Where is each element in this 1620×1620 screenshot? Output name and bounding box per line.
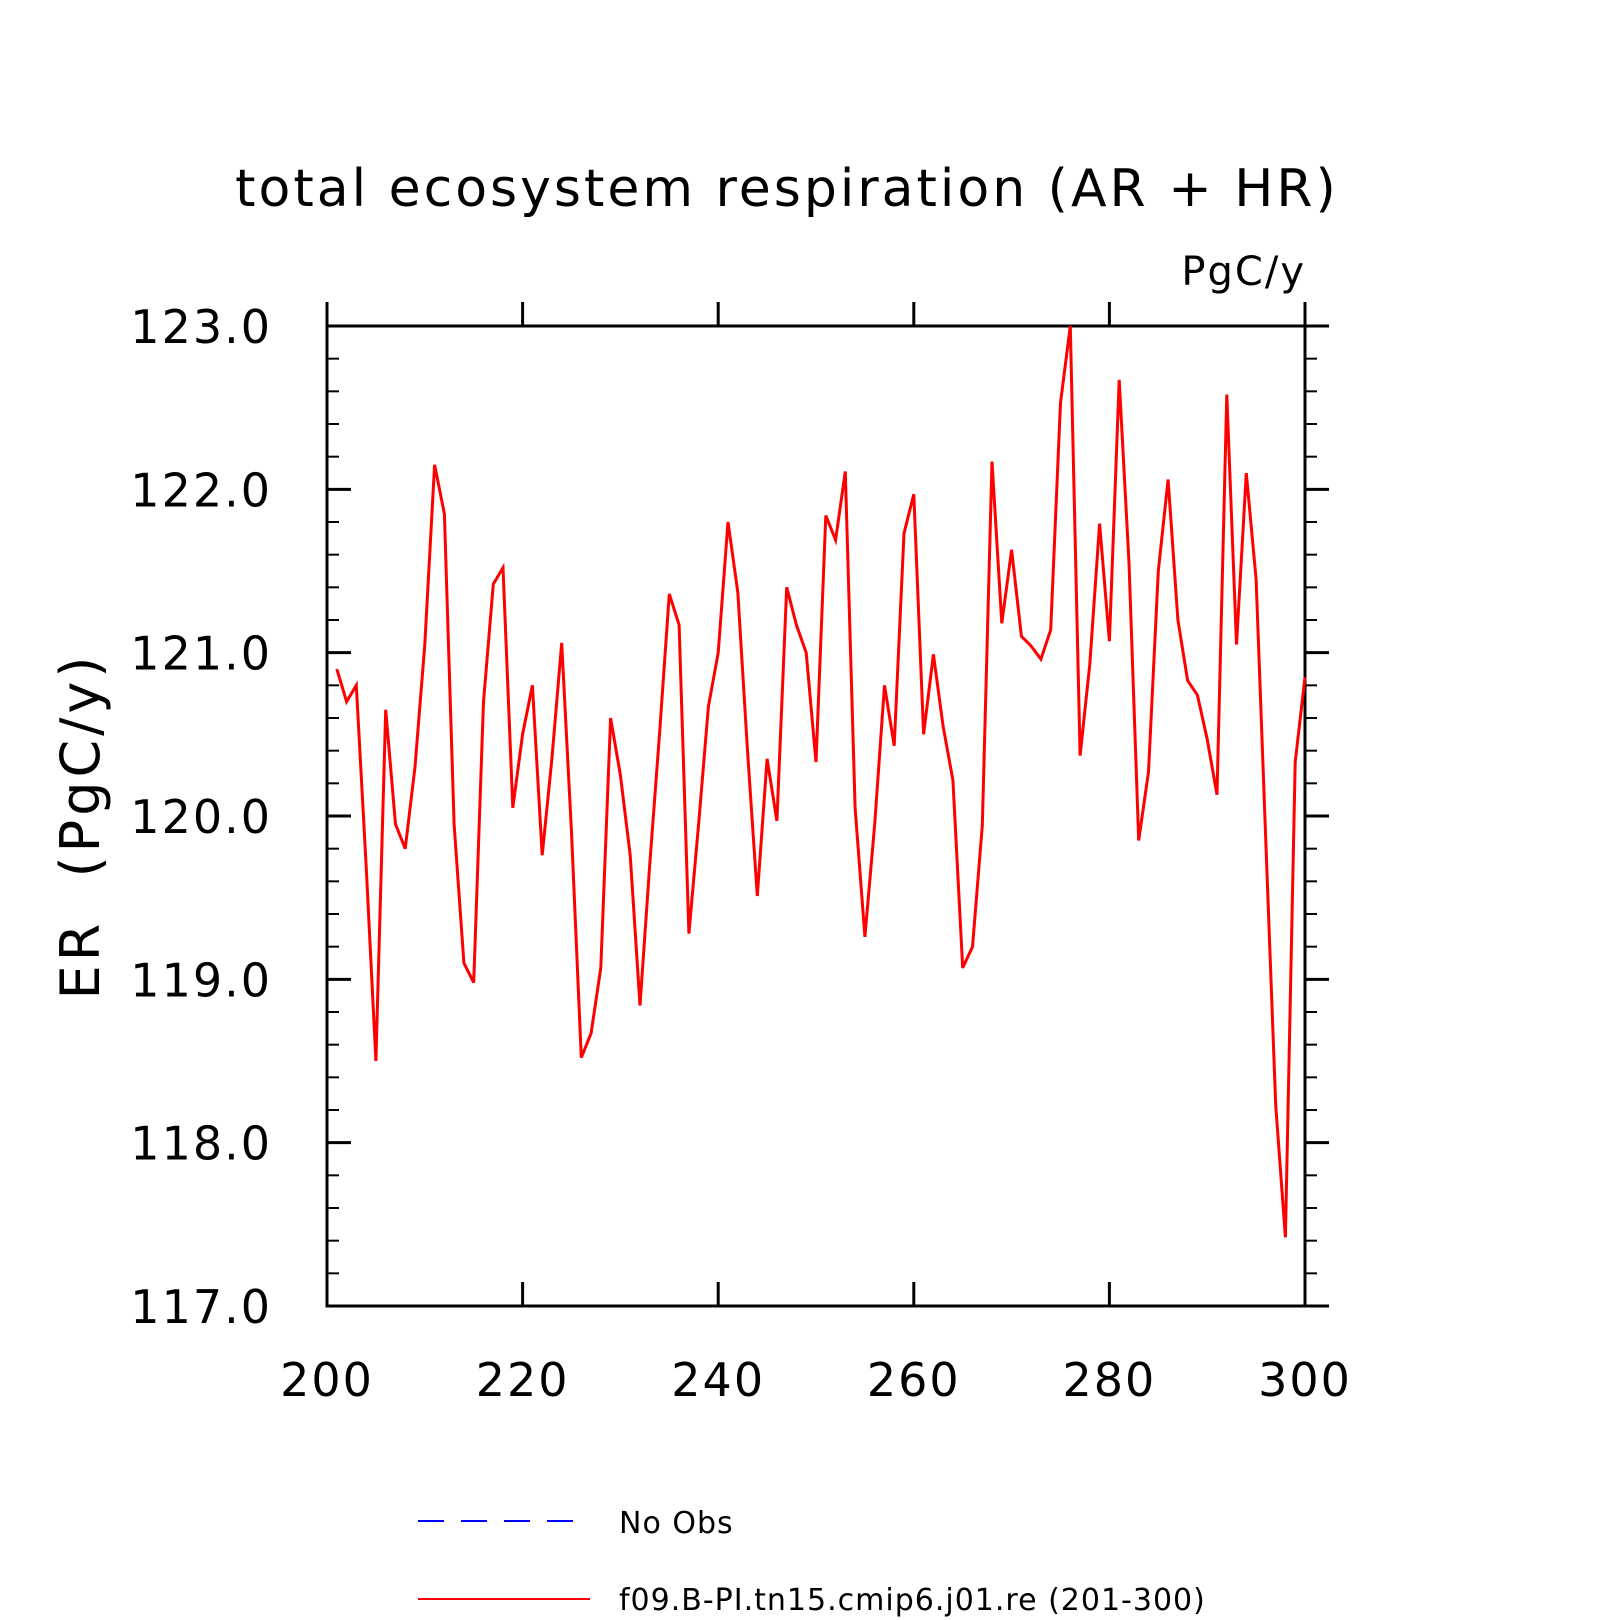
y-tick-labels: 117.0 118.0 119.0 120.0 121.0 122.0 123.0 — [130, 300, 272, 1334]
legend: No Obs f09.B-PI.tn15.cmip6.j01.re (201-3… — [418, 1506, 1206, 1618]
series-group — [335, 325, 1307, 1238]
x-tick-label: 200 — [280, 1353, 374, 1407]
series-line — [335, 325, 1307, 1238]
axes-group — [325, 302, 1329, 1308]
y-axis-label: ER (PgC/y) — [49, 653, 112, 1000]
legend-label-series: f09.B-PI.tn15.cmip6.j01.re (201-300) — [619, 1583, 1206, 1618]
x-tick-label: 300 — [1258, 1353, 1352, 1407]
y-tick-label: 117.0 — [130, 1280, 272, 1334]
y-tick-label: 120.0 — [130, 790, 272, 844]
legend-label-no-obs: No Obs — [619, 1506, 734, 1541]
x-tick-labels: 200 220 240 260 280 300 — [280, 1353, 1352, 1407]
x-tick-label: 220 — [476, 1353, 570, 1407]
plot-frame — [325, 324, 1307, 1308]
x-tick-label: 280 — [1062, 1353, 1156, 1407]
units-label: PgC/y — [1181, 249, 1306, 295]
x-tick-label: 260 — [867, 1353, 961, 1407]
y-tick-label: 122.0 — [130, 463, 272, 517]
y-tick-label: 118.0 — [130, 1117, 272, 1171]
y-tick-label: 119.0 — [130, 953, 272, 1007]
chart-title: total ecosystem respiration (AR + HR) — [235, 159, 1339, 219]
x-tick-label: 240 — [671, 1353, 765, 1407]
y-tick-label: 123.0 — [130, 300, 272, 354]
y-tick-label: 121.0 — [130, 627, 272, 681]
